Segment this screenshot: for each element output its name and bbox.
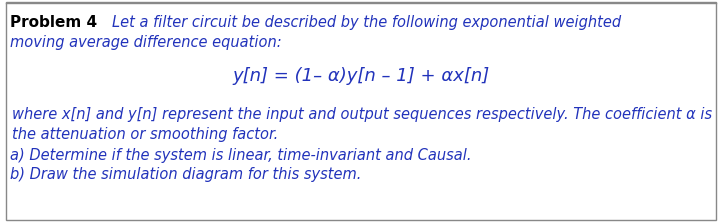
Text: y[n] = (1– α)y[n – 1] + αx[n]: y[n] = (1– α)y[n – 1] + αx[n] <box>232 67 490 85</box>
Text: b) Draw the simulation diagram for this system.: b) Draw the simulation diagram for this … <box>10 167 362 182</box>
Text: a) Determine if the system is linear, time-invariant and Causal.: a) Determine if the system is linear, ti… <box>10 148 471 163</box>
Text: Problem 4: Problem 4 <box>10 15 97 30</box>
Text: Let a filter circuit be described by the following exponential weighted: Let a filter circuit be described by the… <box>112 15 621 30</box>
Text: the attenuation or smoothing factor.: the attenuation or smoothing factor. <box>12 127 278 142</box>
Text: where x[n] and y[n] represent the input and output sequences respectively. The c: where x[n] and y[n] represent the input … <box>12 107 712 122</box>
Text: moving average difference equation:: moving average difference equation: <box>10 35 282 50</box>
